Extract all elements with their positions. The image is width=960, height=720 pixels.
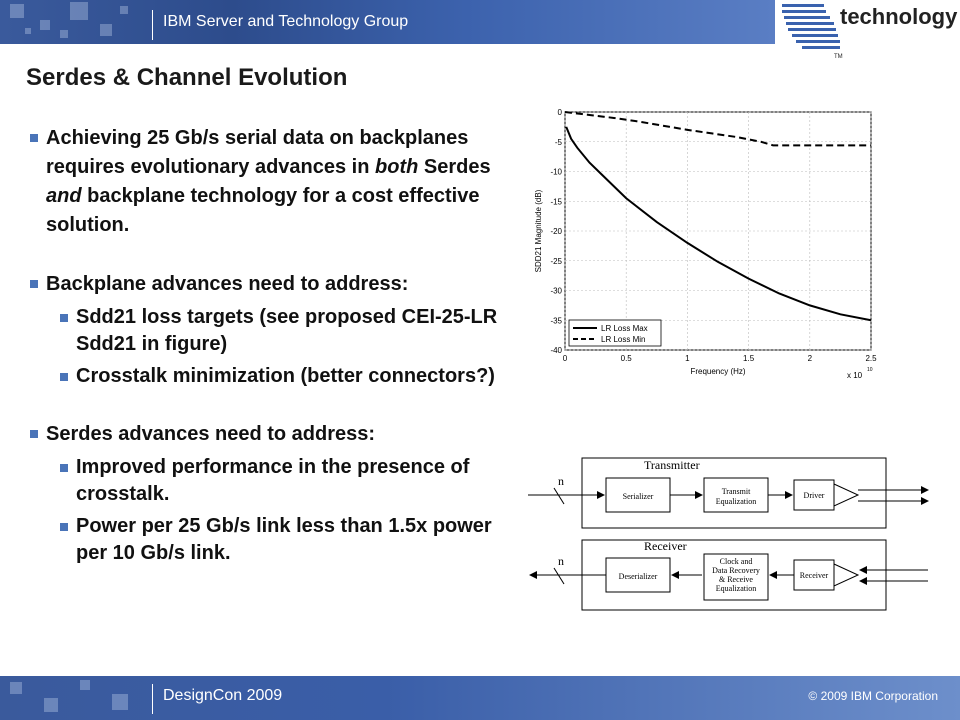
bullet-text: Crosstalk minimization (better connector… — [76, 365, 495, 387]
y-tick-label: -40 — [550, 346, 562, 355]
serdes-block-diagram: Transmitter n Serializer Transmit Equali… — [528, 457, 929, 611]
header-divider — [152, 10, 153, 40]
legend-label: LR Loss Min — [601, 335, 645, 344]
legend-box — [568, 319, 662, 347]
y-tick-label: -35 — [550, 316, 562, 325]
bullet-square-icon — [30, 134, 38, 142]
legend-label: LR Loss Max — [601, 324, 648, 333]
y-tick-label: 0 — [558, 108, 563, 117]
copyright-notice: © 2009 IBM Corporation — [808, 689, 938, 703]
bullet-square-icon — [60, 314, 68, 322]
receiver-block: Receiver — [800, 571, 829, 580]
x-tick-label: 2 — [808, 354, 813, 363]
bullet-text: Power per 25 Gb/s link less than 1.5x po… — [76, 515, 492, 564]
rx-bus-width: n — [558, 554, 564, 568]
footer-bar: DesignCon 2009 © 2009 IBM Corporation — [0, 676, 960, 720]
driver-block: Driver — [804, 491, 825, 500]
x-multiplier-label: x 10 — [847, 371, 863, 380]
series-line-lr-loss-max — [565, 126, 872, 322]
svg-text:technology: technology — [840, 4, 958, 29]
transmitter-section: Transmitter n Serializer Transmit Equali… — [528, 457, 929, 529]
sub-bullet-item: Crosstalk minimization (better connector… — [56, 363, 506, 390]
deserializer-block: Deserializer — [619, 572, 658, 581]
svg-text:Transmit: Transmit — [722, 487, 751, 496]
conference-name: DesignCon 2009 — [163, 687, 283, 704]
x-tick-label: 1.5 — [743, 354, 755, 363]
series-line-lr-loss-min — [564, 111, 871, 147]
bullet-square-icon — [30, 430, 38, 438]
bullet-text: Sdd21 loss targets (see proposed CEI-25-… — [76, 306, 498, 355]
svg-text:Equalization: Equalization — [716, 497, 756, 506]
bullet-text: Backplane advances need to address: — [46, 273, 409, 295]
y-tick-label: -20 — [550, 227, 562, 236]
sub-bullet-item: Power per 25 Gb/s link less than 1.5x po… — [56, 513, 506, 567]
bullet-item: Backplane advances need to address: — [26, 270, 506, 299]
x-exponent-label: 10 — [867, 367, 873, 373]
serializer-block: Serializer — [623, 492, 654, 501]
bullet-text: Achieving 25 Gb/s serial data on backpla… — [46, 127, 491, 236]
y-tick-label: -30 — [550, 287, 562, 296]
bullet-square-icon — [60, 464, 68, 472]
sub-bullet-item: Improved performance in the presence of … — [56, 454, 506, 508]
ibm-technology-logo: technology TM — [782, 4, 958, 60]
transmitter-label: Transmitter — [644, 458, 700, 472]
bullet-text: Improved performance in the presence of … — [76, 456, 470, 505]
slide-title: Serdes & Channel Evolution — [26, 64, 348, 91]
bullet-text: Serdes advances need to address: — [46, 423, 376, 445]
bullet-square-icon — [60, 373, 68, 381]
y-tick-label: -10 — [550, 168, 562, 177]
tx-bus-width: n — [558, 474, 564, 488]
bullet-square-icon — [30, 280, 38, 288]
bullet-item: Achieving 25 Gb/s serial data on backpla… — [26, 124, 506, 240]
y-tick-label: -5 — [555, 138, 563, 147]
x-tick-label: 0 — [563, 354, 568, 363]
x-axis-label: Frequency (Hz) — [690, 367, 745, 376]
x-tick-label: 0.5 — [621, 354, 633, 363]
receiver-section: Receiver n Deserializer Clock and Data R… — [529, 539, 928, 611]
group-name: IBM Server and Technology Group — [163, 13, 409, 30]
y-tick-label: -25 — [550, 257, 562, 266]
bullet-list: Achieving 25 Gb/s serial data on backpla… — [26, 124, 506, 567]
bullet-item: Serdes advances need to address: — [26, 420, 506, 449]
sub-bullet-item: Sdd21 loss targets (see proposed CEI-25-… — [56, 304, 506, 358]
svg-text:& Receive: & Receive — [719, 575, 753, 584]
svg-text:TM: TM — [834, 54, 843, 60]
svg-text:Data Recovery: Data Recovery — [712, 566, 760, 575]
y-axis-label: SDD21 Magnitude (dB) — [534, 189, 543, 272]
x-tick-label: 1 — [685, 354, 690, 363]
footer-divider — [152, 684, 153, 714]
svg-text:Clock and: Clock and — [720, 557, 753, 566]
header-bar: IBM Server and Technology Group technolo… — [0, 0, 960, 60]
bullet-square-icon — [60, 523, 68, 531]
x-tick-label: 2.5 — [865, 354, 877, 363]
svg-text:Equalization: Equalization — [716, 584, 756, 593]
header-band: IBM Server and Technology Group — [0, 0, 775, 44]
y-tick-label: -15 — [550, 197, 562, 206]
sdd21-chart: 0 0.5 1 1.5 2 2.5 0 -5 -10 -15 -20 -25 -30 -35 -40 LR L… — [534, 108, 877, 380]
receiver-label: Receiver — [644, 539, 687, 553]
